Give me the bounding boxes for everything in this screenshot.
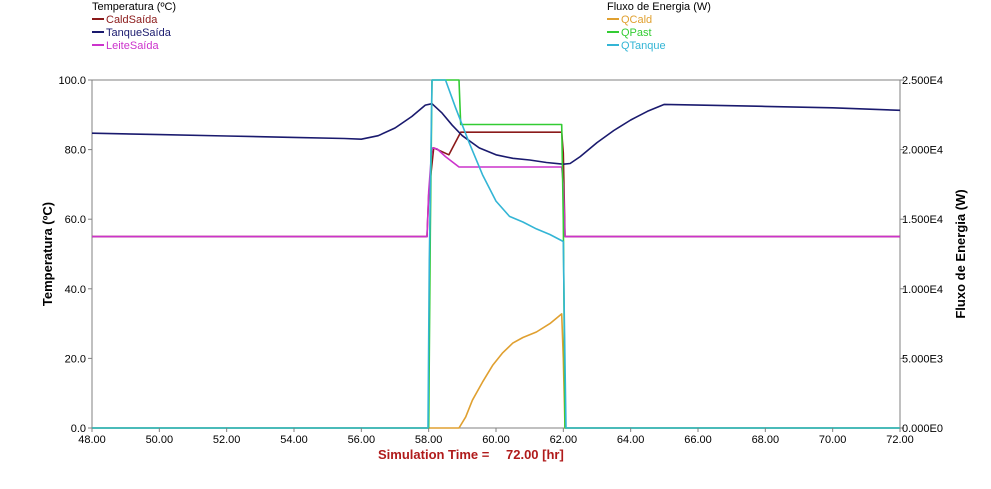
y-left-tick-label: 80.0 bbox=[65, 145, 86, 157]
simulation-time-value: 72.00 [hr] bbox=[506, 447, 564, 462]
y-axis-left-title: Temperatura (ºC) bbox=[40, 202, 55, 306]
x-tick-label: 60.00 bbox=[482, 434, 510, 446]
legend-item-tanquesaida: TanqueSaída bbox=[92, 27, 172, 39]
x-tick-label: 54.00 bbox=[280, 434, 308, 446]
plot-area bbox=[91, 79, 901, 429]
series-line-qtanque bbox=[92, 79, 900, 429]
y-left-tick-label: 60.0 bbox=[65, 214, 86, 226]
legend-item-qcald: QCald bbox=[607, 14, 652, 26]
x-tick-label: 52.00 bbox=[213, 434, 241, 446]
y-axis-right-title: Fluxo de Energia (W) bbox=[953, 189, 968, 318]
y-right-tick-label: 1.000E4 bbox=[902, 284, 943, 296]
x-axis: 48.00 50.00 52.00 54.00 56.00 58.00 60.00 62.00… bbox=[78, 428, 914, 446]
legend-right: Fluxo de Energia (W) QCald QPast QTanque bbox=[607, 1, 711, 52]
x-tick-label: 68.00 bbox=[752, 434, 780, 446]
x-tick-label: 56.00 bbox=[348, 434, 376, 446]
y-left-tick-label: 0.0 bbox=[71, 423, 86, 435]
legend-item-leitesaida: LeiteSaída bbox=[92, 40, 159, 52]
x-tick-label: 62.00 bbox=[550, 434, 578, 446]
x-tick-label: 66.00 bbox=[684, 434, 712, 446]
y-left-tick-label: 20.0 bbox=[65, 353, 86, 365]
x-tick-label: 64.00 bbox=[617, 434, 645, 446]
legend-label-tanquesaida: TanqueSaída bbox=[106, 27, 172, 39]
y-axis-right: 0.000E0 5.000E3 1.000E4 1.500E4 2.000E4 2.500… bbox=[900, 75, 943, 435]
legend-label-caldsaida: CaldSaída bbox=[106, 14, 158, 26]
legend-left-title: Temperatura (ºC) bbox=[92, 1, 176, 13]
y-right-tick-label: 0.000E0 bbox=[902, 423, 943, 435]
legend-item-qtanque: QTanque bbox=[607, 40, 666, 52]
y-left-tick-label: 40.0 bbox=[65, 284, 86, 296]
y-right-tick-label: 2.000E4 bbox=[902, 145, 943, 157]
x-tick-label: 70.00 bbox=[819, 434, 847, 446]
legend-label-qtanque: QTanque bbox=[621, 40, 666, 52]
y-right-tick-label: 1.500E4 bbox=[902, 214, 943, 226]
series-line-qcald bbox=[92, 313, 900, 429]
legend-label-qpast: QPast bbox=[621, 27, 652, 39]
x-tick-label: 58.00 bbox=[415, 434, 443, 446]
legend-item-caldsaida: CaldSaída bbox=[92, 14, 158, 26]
x-tick-label: 48.00 bbox=[78, 434, 106, 446]
legend-label-qcald: QCald bbox=[621, 14, 652, 26]
y-right-tick-label: 2.500E4 bbox=[902, 75, 943, 87]
y-right-tick-label: 5.000E3 bbox=[902, 353, 943, 365]
simulation-time-label: Simulation Time = bbox=[378, 447, 490, 462]
x-tick-label: 50.00 bbox=[146, 434, 174, 446]
legend-left: Temperatura (ºC) CaldSaída TanqueSaída L… bbox=[92, 1, 176, 52]
series-layer bbox=[91, 79, 901, 429]
series-line-tanquesaida bbox=[91, 102, 901, 165]
y-left-tick-label: 100.0 bbox=[58, 75, 86, 87]
x-tick-label: 72.00 bbox=[886, 434, 914, 446]
legend-label-leitesaida: LeiteSaída bbox=[106, 40, 159, 52]
legend-item-qpast: QPast bbox=[607, 27, 652, 39]
y-axis-left: 0.0 20.0 40.0 60.0 80.0 100.0 bbox=[58, 75, 92, 435]
legend-right-title: Fluxo de Energia (W) bbox=[607, 1, 711, 13]
